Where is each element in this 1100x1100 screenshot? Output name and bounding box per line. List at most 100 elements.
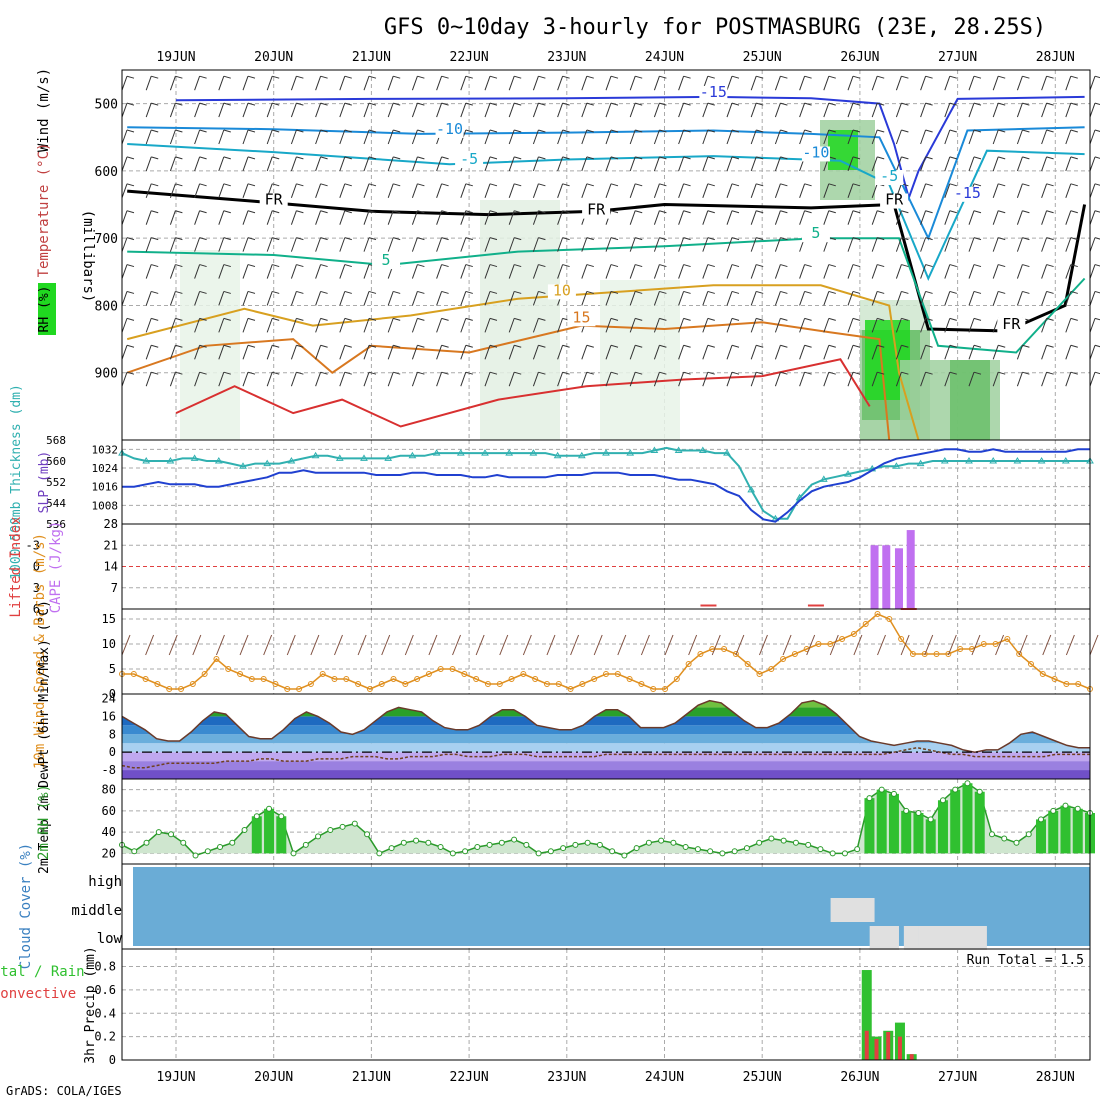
wind-barb [363, 102, 370, 118]
wind-barb [968, 210, 975, 225]
wind-barb-flag [272, 290, 280, 294]
wind-barb-flag [175, 210, 183, 214]
wind-barb-flag [707, 129, 715, 133]
wind-barb-flag [199, 237, 207, 241]
wind-barb-flag [514, 75, 522, 79]
wind-barb-flag [1070, 183, 1078, 187]
wind-barb [920, 291, 927, 306]
wind-barb [702, 237, 709, 252]
wind-barb-flag [949, 102, 957, 106]
wind-barb-flag [925, 156, 933, 160]
rh-legend-swatch [38, 283, 56, 335]
wind-barb [266, 237, 273, 252]
wind-barb [871, 183, 878, 198]
wind-barb [871, 345, 878, 360]
wind-barb [605, 345, 612, 360]
wind-speed-marker [449, 666, 456, 672]
wind-barb [557, 210, 564, 225]
wind-barb [629, 102, 636, 118]
wind-barb [774, 264, 781, 279]
wind-barb-flag [852, 129, 861, 133]
rh-marker [817, 846, 824, 853]
wind-barb-flag [998, 371, 1006, 375]
wind-barb-flag [683, 102, 691, 106]
rh-marker [560, 845, 567, 852]
wind-barb [363, 264, 370, 279]
wind-barb-flag [441, 290, 449, 294]
surface-wind-barb [121, 634, 131, 656]
wind-barb-flag [998, 102, 1006, 106]
wind-barb [944, 156, 951, 172]
pressure-axis-label: (millibars) [80, 210, 96, 303]
wind-barb [750, 372, 757, 387]
wind-barb [774, 76, 781, 91]
thickness-marker [577, 451, 586, 459]
thickness-marker [723, 449, 731, 456]
rh-marker [413, 837, 420, 844]
surface-wind-barb [782, 634, 792, 656]
wind-barb-flag [586, 129, 594, 133]
wind-barb-flag [175, 344, 183, 348]
contour-label-bg [582, 203, 611, 219]
wind-barb [750, 291, 757, 306]
surface-wind-barb [381, 634, 391, 656]
wind-barb [194, 76, 201, 91]
wind-barb [895, 264, 902, 279]
wind-barb-flag [344, 290, 352, 294]
wind-barb [411, 318, 418, 333]
wind-barb [557, 183, 564, 198]
surface-wind-barb [664, 634, 674, 656]
wind-barb [653, 156, 660, 172]
rh-marker [572, 841, 579, 848]
wind-barb [315, 129, 322, 145]
wind-barb [1041, 156, 1048, 172]
slp-tick-label: 1008 [92, 499, 119, 512]
wind-barb [847, 156, 854, 172]
surface-wind-barb [192, 634, 202, 656]
wind-barb [484, 345, 491, 360]
wind-barb-flag [538, 237, 546, 241]
thickness-tick-label: 560 [46, 455, 66, 468]
rh-marker [1037, 816, 1044, 823]
wind-barb-flag [852, 344, 861, 348]
wind-barb [266, 318, 273, 333]
wind-barb [581, 345, 588, 360]
wind-barb [871, 291, 878, 306]
wind-barb [944, 345, 951, 360]
thickness-tick-label: 544 [46, 497, 66, 510]
rh-marker [805, 841, 812, 848]
thickness-marker [408, 451, 417, 459]
wind-barb-flag [973, 317, 982, 321]
rh-marker [1025, 831, 1032, 838]
wind-barb [387, 345, 394, 360]
wind-barb [968, 102, 975, 118]
thickness-marker [287, 457, 296, 464]
surface-wind-barb [522, 634, 532, 656]
wind-speed-marker [886, 616, 893, 622]
surface-wind-barb [168, 634, 178, 656]
wind-barb-flag [731, 129, 740, 133]
wind-barb [339, 264, 346, 279]
wind-barb [194, 264, 201, 279]
wind-barb-flag [441, 264, 449, 268]
wind-barb [581, 237, 588, 252]
wind-barb-flag [780, 237, 788, 241]
wind-barb-flag [925, 129, 933, 133]
wind-barb [532, 372, 539, 387]
wind-barb-flag [126, 156, 135, 160]
date-label-top: 25JUN [743, 50, 782, 65]
wind-barb [484, 210, 491, 225]
wind-barb [920, 345, 927, 360]
rh-marker [204, 848, 211, 855]
rh-marker [462, 848, 469, 855]
wind-barb-flag [852, 290, 861, 294]
wind-barb [774, 102, 781, 118]
wind-barb-flag [852, 183, 861, 187]
wind-barb-flag [199, 344, 207, 348]
wind-barb [363, 345, 370, 360]
wind-barb-flag [925, 371, 933, 375]
wind-barb [1041, 291, 1048, 306]
wind-barb [1041, 183, 1048, 198]
wind-barb-flag [247, 75, 256, 79]
wind-barb [387, 183, 394, 198]
